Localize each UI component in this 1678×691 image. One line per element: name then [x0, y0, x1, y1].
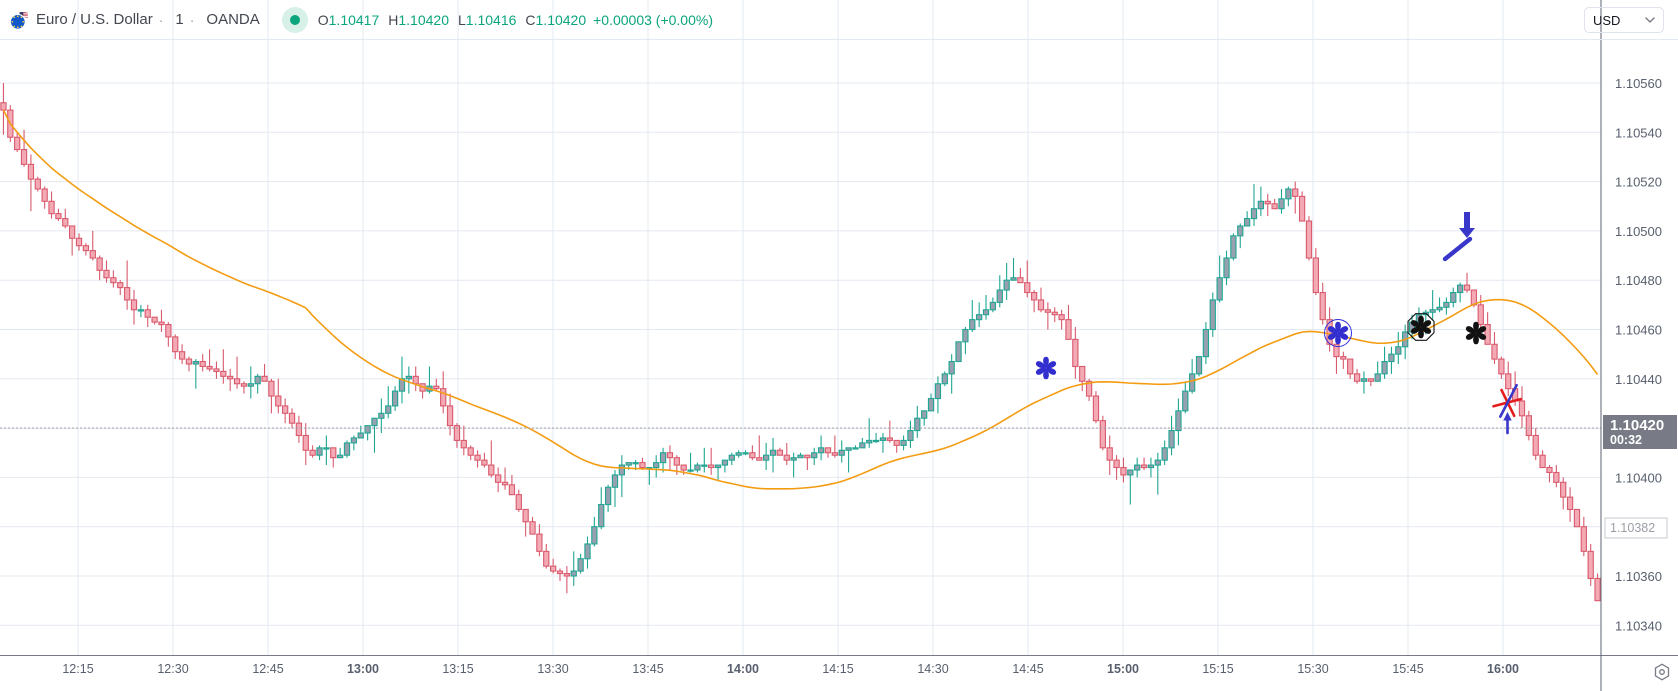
svg-text:13:00: 13:00 [347, 662, 379, 676]
svg-text:12:15: 12:15 [62, 662, 93, 676]
svg-text:14:15: 14:15 [822, 662, 853, 676]
svg-text:14:30: 14:30 [917, 662, 948, 676]
svg-text:13:45: 13:45 [632, 662, 663, 676]
svg-text:15:30: 15:30 [1297, 662, 1328, 676]
svg-text:00:32: 00:32 [1610, 433, 1642, 447]
svg-text:1.10360: 1.10360 [1615, 569, 1662, 584]
svg-text:1.10400: 1.10400 [1615, 470, 1662, 485]
svg-text:1.10560: 1.10560 [1615, 76, 1662, 91]
svg-text:1.10480: 1.10480 [1615, 273, 1662, 288]
svg-text:1.10500: 1.10500 [1615, 224, 1662, 239]
svg-text:12:45: 12:45 [252, 662, 283, 676]
svg-text:1.10460: 1.10460 [1615, 323, 1662, 338]
svg-text:13:30: 13:30 [537, 662, 568, 676]
svg-text:13:15: 13:15 [442, 662, 473, 676]
svg-text:14:00: 14:00 [727, 662, 759, 676]
svg-text:1.10540: 1.10540 [1615, 125, 1662, 140]
svg-text:1.10420: 1.10420 [1610, 417, 1664, 434]
svg-text:1.10520: 1.10520 [1615, 175, 1662, 190]
svg-text:12:30: 12:30 [157, 662, 188, 676]
svg-text:1.10440: 1.10440 [1615, 372, 1662, 387]
svg-text:16:00: 16:00 [1487, 662, 1519, 676]
svg-text:1.10340: 1.10340 [1615, 618, 1662, 633]
svg-text:1.10382: 1.10382 [1610, 521, 1655, 535]
svg-text:15:45: 15:45 [1392, 662, 1423, 676]
svg-text:15:00: 15:00 [1107, 662, 1139, 676]
svg-text:14:45: 14:45 [1012, 662, 1043, 676]
svg-text:15:15: 15:15 [1202, 662, 1233, 676]
